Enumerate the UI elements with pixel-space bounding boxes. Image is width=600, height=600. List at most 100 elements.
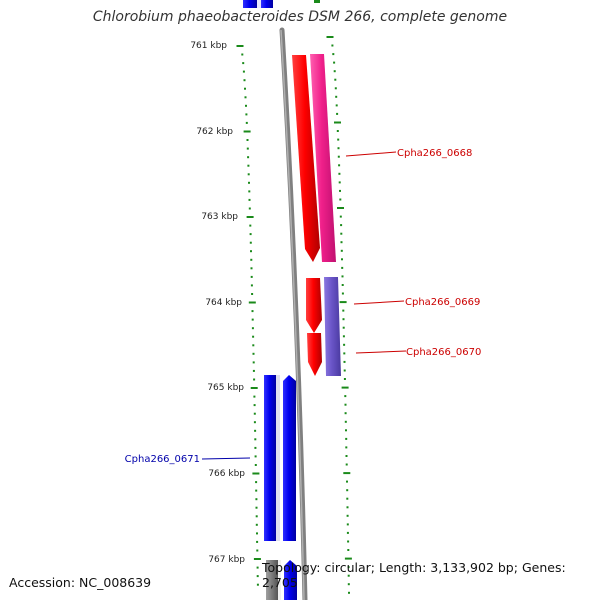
scale-labels: 761 kbp 762 kbp 763 kbp 764 kbp 765 kbp …	[190, 41, 245, 565]
gene-cpha266-0668-red[interactable]	[292, 55, 320, 262]
scale-tick-minor	[335, 95, 338, 98]
gene-label-cpha266-0668[interactable]: Cpha266_0668	[397, 148, 472, 159]
scale-tick-minor	[251, 318, 254, 321]
scale-tick-major	[343, 472, 351, 475]
scale-tick-minor	[339, 189, 341, 192]
scale-tick-minor	[340, 224, 343, 227]
scale-tick-major	[250, 387, 258, 389]
scale-tick-minor	[248, 198, 251, 201]
scale-tick-minor	[248, 190, 251, 193]
scale-tick-minor	[255, 489, 258, 492]
scale-tick-minor	[254, 464, 257, 466]
gene-labels: Cpha266_0668 Cpha266_0669 Cpha266_0670 C…	[125, 148, 482, 465]
scale-tick-major	[243, 130, 251, 133]
scale-tick-minor	[247, 156, 250, 159]
scale-tick-minor	[248, 181, 250, 184]
scale-tick-minor	[344, 403, 347, 406]
length-label: Length:	[378, 560, 427, 575]
leader-cpha266-0668	[345, 151, 397, 157]
leader-cpha266-0669	[353, 300, 405, 305]
scale-tick-minor	[344, 420, 347, 423]
scale-tick-minor	[341, 258, 343, 261]
scale-tick-minor	[244, 87, 246, 90]
scale-tick-minor	[347, 583, 350, 586]
scale-tick-minor	[334, 78, 337, 81]
gene-partial-bottom[interactable]	[266, 560, 297, 600]
scale-label-767: 767 kbp	[208, 555, 245, 565]
scale-tick-minor	[339, 198, 342, 201]
scale-tick-minor	[336, 112, 339, 115]
scale-tick-minor	[341, 284, 344, 286]
scale-tick-minor	[244, 96, 247, 99]
scale-tick-minor	[336, 130, 339, 132]
gene-cpha266-0670-red[interactable]	[307, 333, 322, 376]
scale-tick-minor	[246, 139, 249, 141]
scale-tick-minor	[340, 241, 343, 244]
scale-tick-minor	[346, 531, 349, 534]
scale-tick-minor	[339, 215, 342, 218]
scale-tick-minor	[256, 575, 259, 578]
tick-top-right	[314, 0, 320, 3]
scale-tick-minor	[252, 369, 255, 372]
scale-tick-minor	[346, 523, 349, 526]
scale-label-765: 765 kbp	[207, 383, 244, 393]
scale-tick-major	[344, 557, 352, 560]
gene-cpha266-0668-pink[interactable]	[310, 54, 336, 262]
scale-tick-minor	[343, 360, 346, 363]
scale-tick-minor	[340, 232, 343, 235]
scale-tick-minor	[346, 480, 348, 483]
scale-tick-minor	[252, 361, 255, 364]
scale-tick-minor	[255, 481, 258, 484]
scale-tick-minor	[347, 540, 350, 543]
scale-tick-minor	[254, 446, 257, 449]
gene-cpha266-0669-purple[interactable]	[324, 277, 341, 376]
topology-value: circular	[324, 560, 371, 575]
scale-tick-minor	[343, 343, 346, 346]
gene-label-cpha266-0671[interactable]: Cpha266_0671	[125, 454, 200, 465]
scale-tick-minor	[253, 395, 256, 398]
scale-tick-minor	[253, 378, 256, 381]
scale-label-764: 764 kbp	[205, 298, 242, 308]
scale-tick-minor	[243, 79, 246, 82]
scale-tick-minor	[247, 164, 250, 167]
leader-cpha266-0671	[201, 457, 251, 460]
scale-tick-minor	[241, 53, 244, 56]
scale-tick-minor	[337, 147, 340, 150]
scale-tick-minor	[249, 233, 252, 236]
length-value: 3,133,902 bp	[430, 560, 514, 575]
gene-blue-adjacent[interactable]	[283, 375, 296, 541]
scale-tick-minor	[253, 404, 256, 407]
scale-tick-minor	[331, 44, 334, 47]
scale-tick-minor	[250, 267, 253, 270]
scale-tick-major	[246, 216, 254, 218]
scale-tick-minor	[242, 62, 245, 65]
scale-tick-minor	[344, 395, 347, 398]
gene-label-cpha266-0669[interactable]: Cpha266_0669	[405, 297, 480, 308]
scale-tick-minor	[250, 250, 252, 253]
genome-backbone	[279, 27, 308, 600]
gene-cpha266-0669-red[interactable]	[306, 278, 322, 333]
scale-tick-minor	[342, 326, 345, 329]
genes-value: 2,705	[262, 575, 298, 590]
scale-label-766: 766 kbp	[208, 469, 245, 479]
scale-tick-minor	[341, 275, 344, 278]
gene-label-cpha266-0670[interactable]: Cpha266_0670	[406, 347, 481, 358]
scale-tick-minor	[255, 523, 258, 526]
scale-tick-minor	[252, 335, 255, 338]
scale-tick-minor	[251, 310, 254, 313]
scale-tick-minor	[333, 70, 336, 73]
scale-tick-minor	[246, 147, 249, 150]
scale-tick-minor	[256, 583, 259, 586]
scale-tick-minor	[255, 515, 258, 518]
scale-tick-major	[253, 558, 261, 560]
scale-tick-minor	[340, 249, 343, 252]
scale-tick-minor	[254, 438, 257, 441]
scale-tick-major	[334, 121, 341, 124]
scale-tick-minor	[254, 455, 257, 458]
scale-tick-minor	[346, 497, 349, 500]
scale-tick-minor	[255, 506, 258, 509]
gene-cpha266-0671[interactable]	[264, 375, 280, 541]
gene-partial-top[interactable]	[243, 0, 273, 8]
accession-value: NC_008639	[79, 575, 152, 590]
scale-tick-minor	[335, 104, 338, 107]
